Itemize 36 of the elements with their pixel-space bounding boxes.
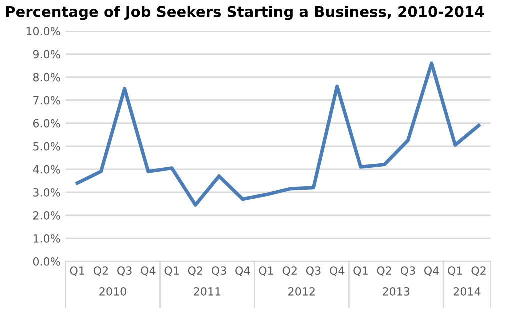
text: 2010 xyxy=(100,287,126,296)
y-tick-label: 4.0% xyxy=(33,165,60,174)
x-tick-label: Q2 xyxy=(282,266,297,276)
text: 2013 xyxy=(383,287,410,296)
x-tick-label: Q4 xyxy=(330,266,345,276)
y-tick-label: 10.0% xyxy=(26,27,60,36)
chart-title: Percentage of Job Seekers Starting a Business, 2010-2014 xyxy=(6,6,484,20)
x-tick-label: Q1 xyxy=(259,266,274,276)
x-tick-label: Q1 xyxy=(70,266,84,276)
x-tick-label: Q2 xyxy=(94,266,108,276)
y-tick-label: 7.0% xyxy=(34,96,60,105)
y-tick-label: 5.0% xyxy=(34,142,60,151)
y-tick-label: 6.0% xyxy=(33,119,60,128)
x-tick-label: Q4 xyxy=(424,266,440,276)
x-tick-label: Q2 xyxy=(377,266,392,276)
x-tick-label: Q4 xyxy=(236,266,250,276)
x-tick-label: Q3 xyxy=(212,266,226,276)
text: 2014 xyxy=(454,287,481,296)
x-tick-label: Q3 xyxy=(118,266,132,276)
x-tick-label: Q3 xyxy=(400,266,416,276)
y-tick-label: 9.0% xyxy=(33,50,60,59)
x-tick-label: Q4 xyxy=(141,266,156,276)
line-series xyxy=(76,62,481,207)
x-tick-label: Q1 xyxy=(448,266,462,276)
x-tick-label: Q2 xyxy=(188,266,202,276)
x-tick-label: Q2 xyxy=(472,266,486,276)
y-tick-label: 2.0% xyxy=(34,211,60,220)
x-tick-label: Q1 xyxy=(354,266,368,276)
text: 2011 xyxy=(194,287,221,296)
x-tick-label: Q1 xyxy=(164,266,179,276)
x-tick-label: Q3 xyxy=(306,266,321,276)
y-tick-label: 1.0% xyxy=(34,234,60,243)
y-tick-label: 0.0% xyxy=(33,258,60,266)
y-tick-label: 3.0% xyxy=(34,188,60,197)
text: 2012 xyxy=(288,287,315,296)
y-tick-label: 8.0% xyxy=(33,73,60,82)
